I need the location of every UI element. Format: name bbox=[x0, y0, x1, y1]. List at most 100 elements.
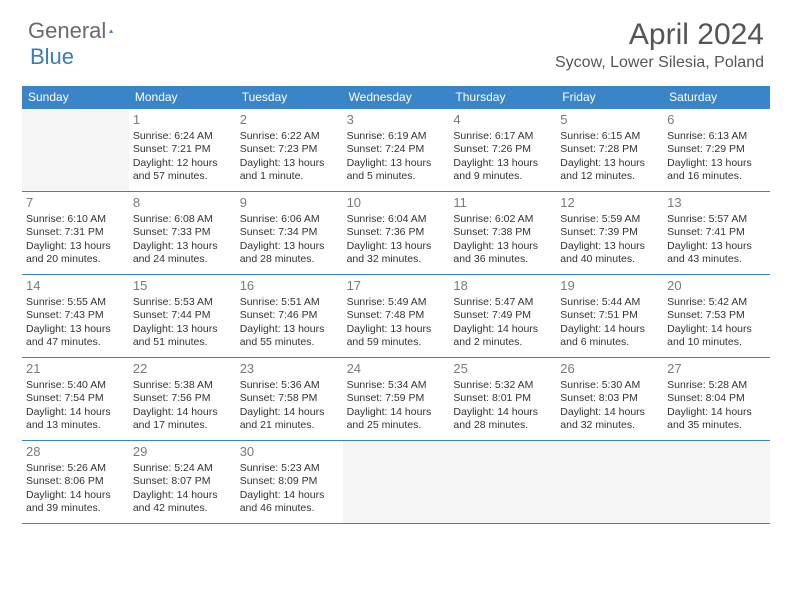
sunset-text: Sunset: 7:58 PM bbox=[240, 392, 339, 405]
sunrise-text: Sunrise: 5:32 AM bbox=[453, 379, 552, 392]
sunrise-text: Sunrise: 6:04 AM bbox=[347, 213, 446, 226]
day-headers-row: SundayMondayTuesdayWednesdayThursdayFrid… bbox=[22, 86, 770, 109]
calendar-cell: 29Sunrise: 5:24 AMSunset: 8:07 PMDayligh… bbox=[129, 441, 236, 523]
sunset-text: Sunset: 8:09 PM bbox=[240, 475, 339, 488]
day-number: 20 bbox=[667, 278, 766, 295]
sunset-text: Sunset: 7:59 PM bbox=[347, 392, 446, 405]
sunset-text: Sunset: 7:53 PM bbox=[667, 309, 766, 322]
logo-blue-row: Blue bbox=[30, 44, 74, 70]
sunrise-text: Sunrise: 5:44 AM bbox=[560, 296, 659, 309]
sunrise-text: Sunrise: 6:19 AM bbox=[347, 130, 446, 143]
sunset-text: Sunset: 7:54 PM bbox=[26, 392, 125, 405]
sunrise-text: Sunrise: 6:06 AM bbox=[240, 213, 339, 226]
calendar-cell: 22Sunrise: 5:38 AMSunset: 7:56 PMDayligh… bbox=[129, 358, 236, 440]
day-number: 25 bbox=[453, 361, 552, 378]
sunset-text: Sunset: 7:24 PM bbox=[347, 143, 446, 156]
day-number: 9 bbox=[240, 195, 339, 212]
sunrise-text: Sunrise: 6:13 AM bbox=[667, 130, 766, 143]
calendar-cell: 30Sunrise: 5:23 AMSunset: 8:09 PMDayligh… bbox=[236, 441, 343, 523]
sunrise-text: Sunrise: 6:15 AM bbox=[560, 130, 659, 143]
day-number: 6 bbox=[667, 112, 766, 129]
daylight-text: Daylight: 13 hours and 36 minutes. bbox=[453, 240, 552, 267]
calendar-cell: 14Sunrise: 5:55 AMSunset: 7:43 PMDayligh… bbox=[22, 275, 129, 357]
sunrise-text: Sunrise: 5:24 AM bbox=[133, 462, 232, 475]
sunrise-text: Sunrise: 5:51 AM bbox=[240, 296, 339, 309]
daylight-text: Daylight: 14 hours and 10 minutes. bbox=[667, 323, 766, 350]
sunset-text: Sunset: 7:48 PM bbox=[347, 309, 446, 322]
calendar-cell: 11Sunrise: 6:02 AMSunset: 7:38 PMDayligh… bbox=[449, 192, 556, 274]
calendar-cell: 20Sunrise: 5:42 AMSunset: 7:53 PMDayligh… bbox=[663, 275, 770, 357]
brand-logo: General bbox=[28, 18, 135, 44]
day-header: Monday bbox=[129, 86, 236, 109]
calendar-cell: 10Sunrise: 6:04 AMSunset: 7:36 PMDayligh… bbox=[343, 192, 450, 274]
day-number: 21 bbox=[26, 361, 125, 378]
day-number: 18 bbox=[453, 278, 552, 295]
sunset-text: Sunset: 7:21 PM bbox=[133, 143, 232, 156]
sunset-text: Sunset: 8:04 PM bbox=[667, 392, 766, 405]
day-number: 12 bbox=[560, 195, 659, 212]
daylight-text: Daylight: 13 hours and 47 minutes. bbox=[26, 323, 125, 350]
sunrise-text: Sunrise: 6:10 AM bbox=[26, 213, 125, 226]
day-number: 16 bbox=[240, 278, 339, 295]
day-number: 28 bbox=[26, 444, 125, 461]
daylight-text: Daylight: 14 hours and 17 minutes. bbox=[133, 406, 232, 433]
daylight-text: Daylight: 14 hours and 28 minutes. bbox=[453, 406, 552, 433]
week-row: 21Sunrise: 5:40 AMSunset: 7:54 PMDayligh… bbox=[22, 358, 770, 441]
sunrise-text: Sunrise: 5:30 AM bbox=[560, 379, 659, 392]
daylight-text: Daylight: 13 hours and 5 minutes. bbox=[347, 157, 446, 184]
sunset-text: Sunset: 7:49 PM bbox=[453, 309, 552, 322]
daylight-text: Daylight: 14 hours and 13 minutes. bbox=[26, 406, 125, 433]
calendar-cell: 21Sunrise: 5:40 AMSunset: 7:54 PMDayligh… bbox=[22, 358, 129, 440]
day-header: Wednesday bbox=[343, 86, 450, 109]
weeks-container: 1Sunrise: 6:24 AMSunset: 7:21 PMDaylight… bbox=[22, 109, 770, 524]
day-number: 23 bbox=[240, 361, 339, 378]
sunrise-text: Sunrise: 5:40 AM bbox=[26, 379, 125, 392]
sunset-text: Sunset: 7:34 PM bbox=[240, 226, 339, 239]
sunrise-text: Sunrise: 5:49 AM bbox=[347, 296, 446, 309]
sunset-text: Sunset: 8:07 PM bbox=[133, 475, 232, 488]
sunset-text: Sunset: 7:51 PM bbox=[560, 309, 659, 322]
calendar-cell: 3Sunrise: 6:19 AMSunset: 7:24 PMDaylight… bbox=[343, 109, 450, 191]
daylight-text: Daylight: 13 hours and 9 minutes. bbox=[453, 157, 552, 184]
daylight-text: Daylight: 14 hours and 21 minutes. bbox=[240, 406, 339, 433]
day-number: 8 bbox=[133, 195, 232, 212]
daylight-text: Daylight: 14 hours and 32 minutes. bbox=[560, 406, 659, 433]
day-number: 1 bbox=[133, 112, 232, 129]
calendar-cell-empty bbox=[663, 441, 770, 523]
daylight-text: Daylight: 13 hours and 40 minutes. bbox=[560, 240, 659, 267]
sunrise-text: Sunrise: 6:24 AM bbox=[133, 130, 232, 143]
sunset-text: Sunset: 7:56 PM bbox=[133, 392, 232, 405]
sunrise-text: Sunrise: 5:59 AM bbox=[560, 213, 659, 226]
calendar-cell-empty bbox=[343, 441, 450, 523]
daylight-text: Daylight: 13 hours and 12 minutes. bbox=[560, 157, 659, 184]
day-number: 10 bbox=[347, 195, 446, 212]
daylight-text: Daylight: 12 hours and 57 minutes. bbox=[133, 157, 232, 184]
location-text: Sycow, Lower Silesia, Poland bbox=[555, 54, 764, 72]
daylight-text: Daylight: 13 hours and 51 minutes. bbox=[133, 323, 232, 350]
sunrise-text: Sunrise: 5:47 AM bbox=[453, 296, 552, 309]
calendar-cell: 5Sunrise: 6:15 AMSunset: 7:28 PMDaylight… bbox=[556, 109, 663, 191]
daylight-text: Daylight: 14 hours and 35 minutes. bbox=[667, 406, 766, 433]
sunset-text: Sunset: 8:01 PM bbox=[453, 392, 552, 405]
sunrise-text: Sunrise: 5:53 AM bbox=[133, 296, 232, 309]
sunset-text: Sunset: 7:28 PM bbox=[560, 143, 659, 156]
week-row: 28Sunrise: 5:26 AMSunset: 8:06 PMDayligh… bbox=[22, 441, 770, 524]
day-header: Thursday bbox=[449, 86, 556, 109]
sunrise-text: Sunrise: 5:23 AM bbox=[240, 462, 339, 475]
day-number: 19 bbox=[560, 278, 659, 295]
sunrise-text: Sunrise: 6:02 AM bbox=[453, 213, 552, 226]
logo-text-general: General bbox=[28, 18, 106, 44]
daylight-text: Daylight: 14 hours and 46 minutes. bbox=[240, 489, 339, 516]
day-number: 7 bbox=[26, 195, 125, 212]
daylight-text: Daylight: 13 hours and 24 minutes. bbox=[133, 240, 232, 267]
sunrise-text: Sunrise: 5:26 AM bbox=[26, 462, 125, 475]
day-header: Sunday bbox=[22, 86, 129, 109]
day-number: 26 bbox=[560, 361, 659, 378]
day-number: 5 bbox=[560, 112, 659, 129]
daylight-text: Daylight: 13 hours and 55 minutes. bbox=[240, 323, 339, 350]
day-number: 3 bbox=[347, 112, 446, 129]
day-number: 22 bbox=[133, 361, 232, 378]
month-title: April 2024 bbox=[555, 18, 764, 52]
sunrise-text: Sunrise: 5:42 AM bbox=[667, 296, 766, 309]
sunset-text: Sunset: 7:31 PM bbox=[26, 226, 125, 239]
